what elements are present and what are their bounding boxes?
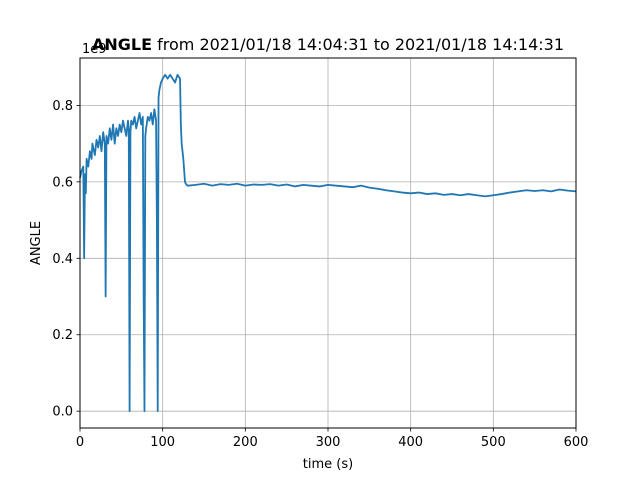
x-tick-label: 100	[150, 435, 175, 450]
x-tick-label: 200	[233, 435, 258, 450]
grid	[79, 58, 577, 428]
y-tick-label: 0.4	[52, 252, 73, 267]
y-tick-label: 0.8	[52, 99, 73, 114]
series-group	[79, 73, 577, 413]
chart-title-rest: from 2021/01/18 14:04:31 to 2021/01/18 1…	[152, 35, 564, 54]
y-offset-text: 1e9	[82, 42, 107, 57]
y-tick-label: 0.6	[52, 175, 73, 190]
y-ticks: 0.0 0.2 0.4 0.6 0.8	[52, 99, 80, 420]
y-axis-label: ANGLE	[29, 221, 44, 265]
x-axis-label: time (s)	[303, 457, 353, 472]
y-tick-label: 0.2	[52, 328, 73, 343]
x-tick-label: 400	[398, 435, 423, 450]
x-tick-label: 0	[76, 435, 84, 450]
series-line-0	[79, 73, 577, 413]
x-ticks: 0 100 200 300 400 500 600	[76, 428, 589, 450]
x-tick-label: 500	[481, 435, 506, 450]
y-tick-label: 0.0	[52, 405, 73, 420]
x-tick-label: 600	[564, 435, 589, 450]
chart-title-bold: ANGLE	[92, 35, 152, 54]
chart-title: ANGLE from 2021/01/18 14:04:31 to 2021/0…	[92, 35, 564, 54]
x-tick-label: 300	[316, 435, 341, 450]
